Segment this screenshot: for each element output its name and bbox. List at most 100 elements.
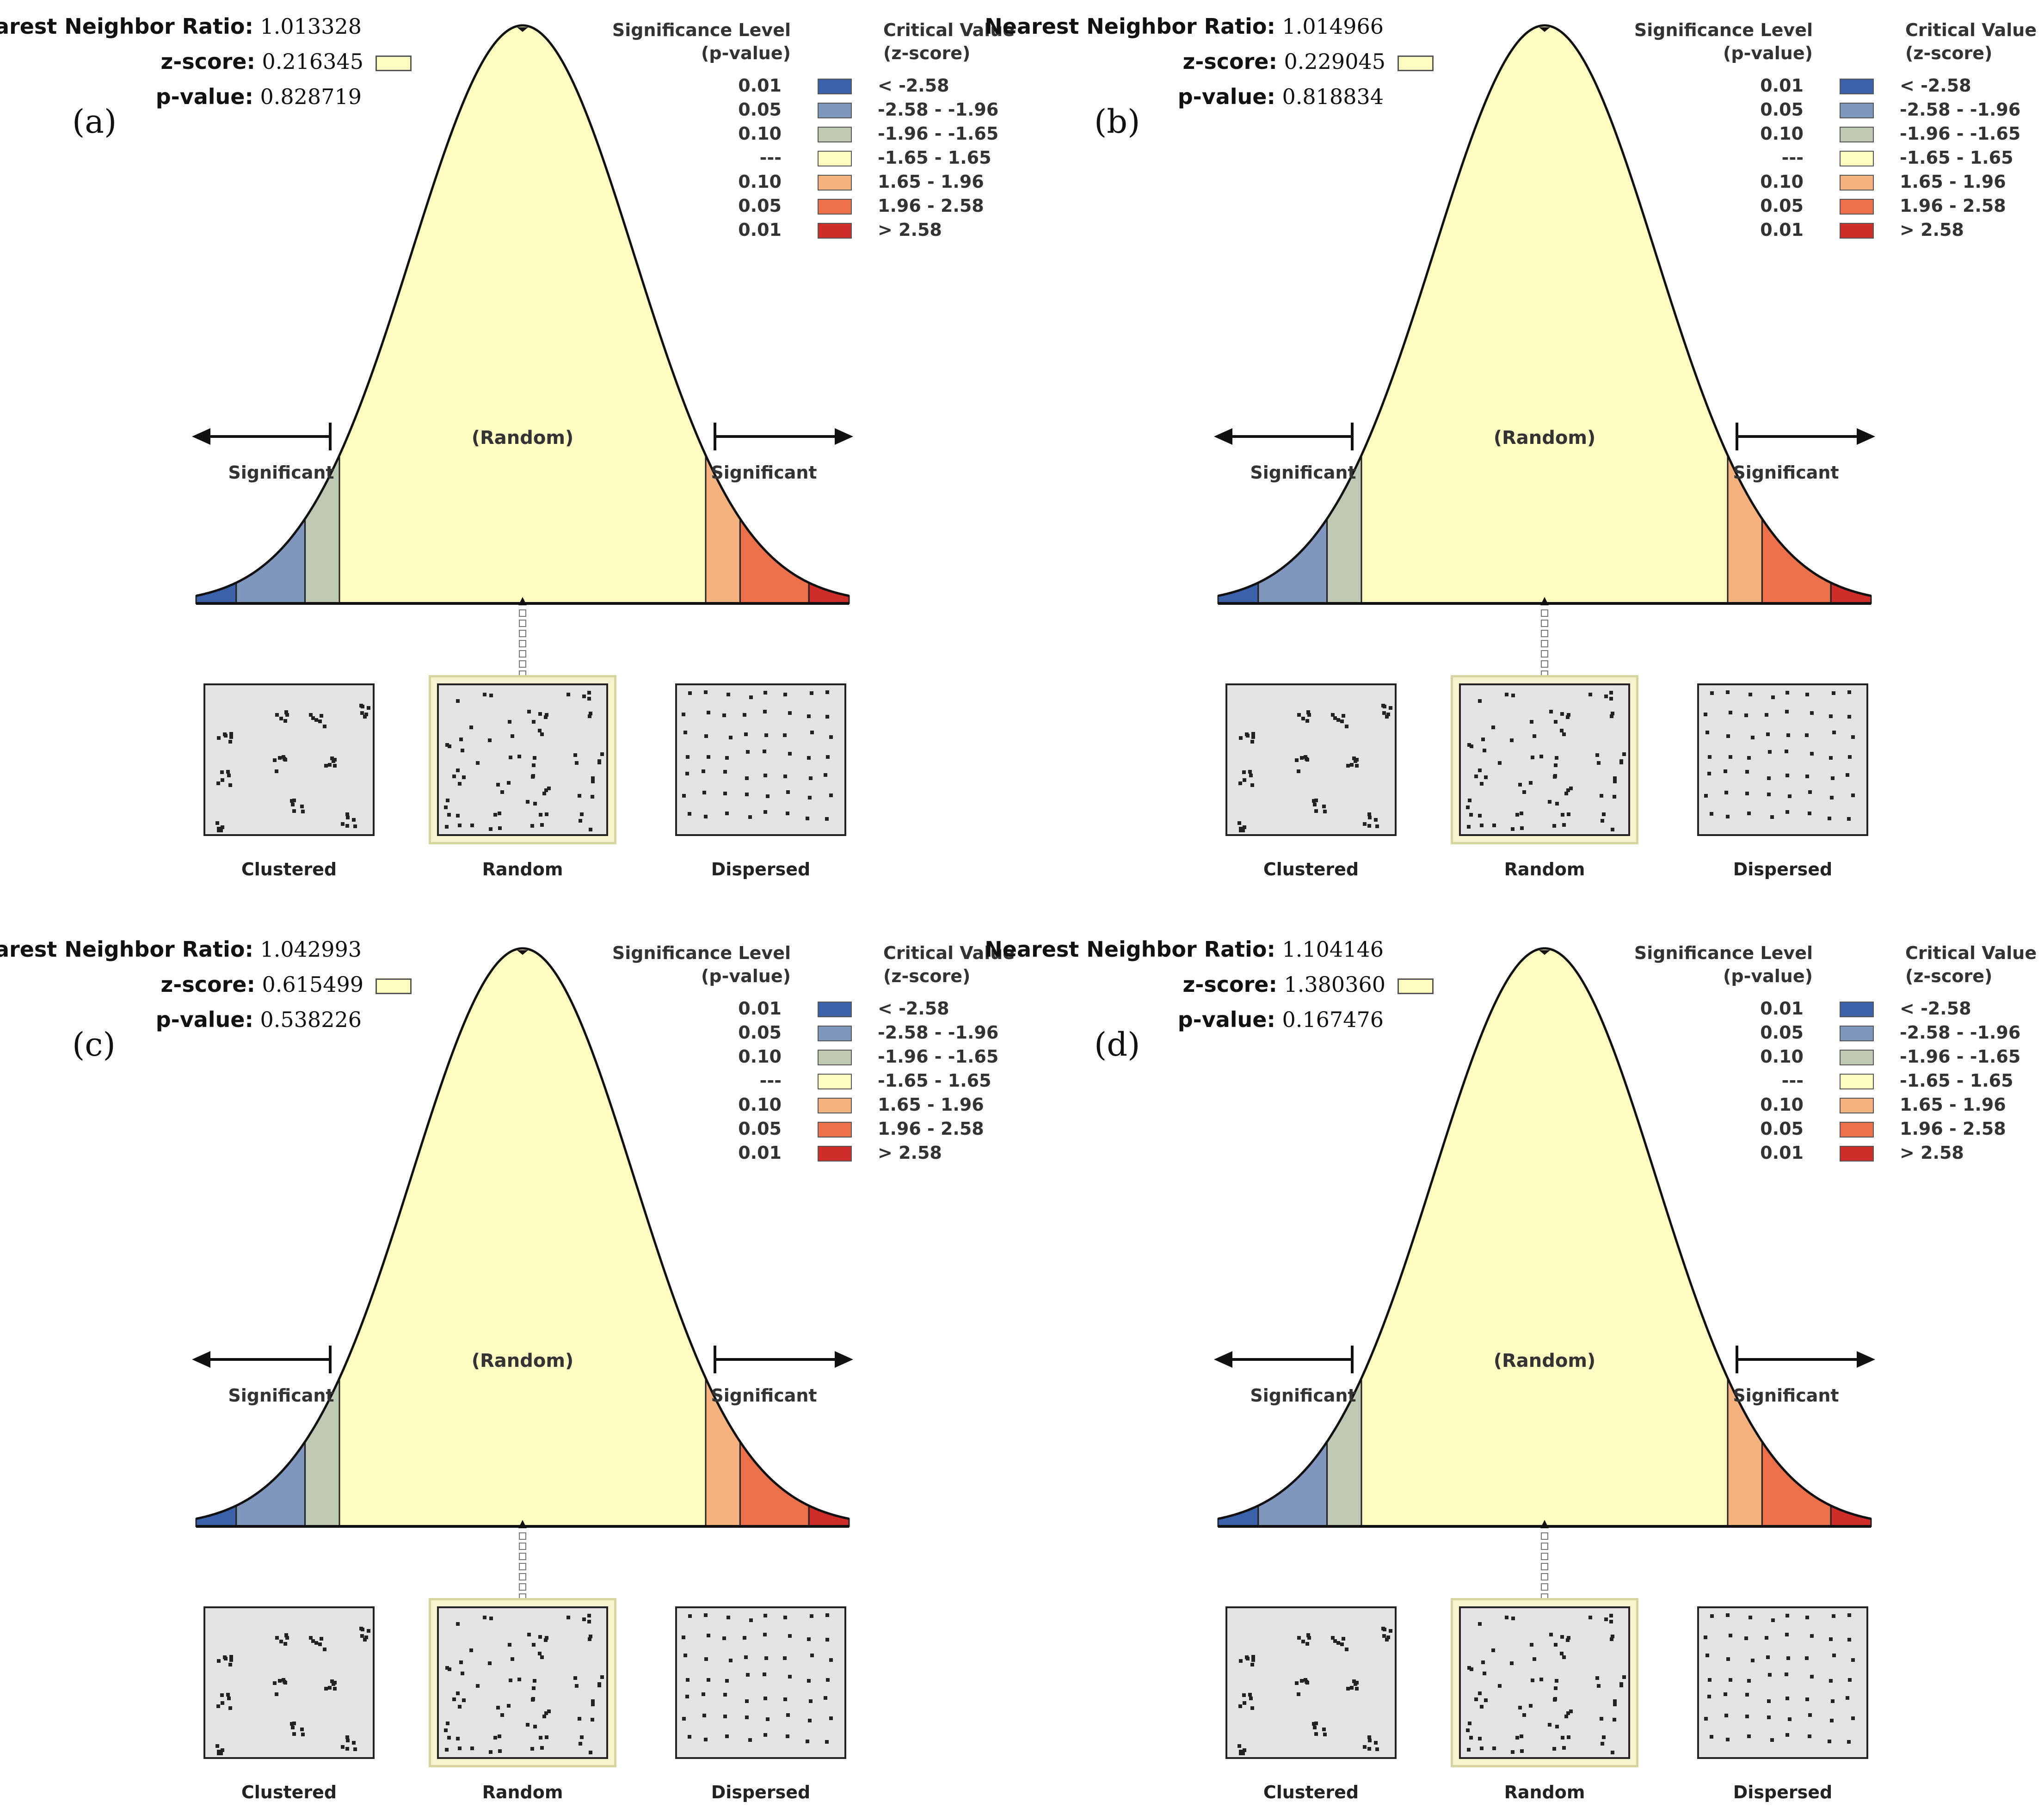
stat-value: 1.013328 bbox=[260, 14, 362, 39]
map-point bbox=[445, 743, 449, 747]
legend-row: 0.01 > 2.58 bbox=[1628, 218, 2044, 241]
map-point bbox=[445, 825, 449, 829]
map-point bbox=[1344, 1648, 1348, 1652]
legend-pvalue: 0.05 bbox=[1760, 196, 1804, 216]
map-point bbox=[1613, 1703, 1617, 1707]
legend-row: --- -1.65 - 1.65 bbox=[1628, 146, 2044, 169]
map-point bbox=[1354, 1687, 1359, 1691]
legend-zrange: > 2.58 bbox=[878, 1143, 942, 1163]
map-point bbox=[345, 1746, 349, 1751]
pattern-label-random: Random bbox=[482, 1782, 563, 1802]
map-point bbox=[1250, 739, 1255, 744]
legend-pvalue: 0.10 bbox=[1760, 1094, 1804, 1115]
map-point bbox=[452, 774, 456, 778]
map-point bbox=[579, 1735, 584, 1740]
map-point bbox=[1549, 710, 1553, 714]
map-point bbox=[330, 756, 334, 761]
map-point bbox=[493, 812, 498, 817]
random-zone-label: (Random) bbox=[1494, 427, 1596, 449]
map-point bbox=[745, 793, 749, 797]
map-point bbox=[469, 1648, 474, 1653]
legend-header-significance: Significance Level (p-value) bbox=[612, 943, 791, 986]
map-point bbox=[319, 714, 323, 718]
map-point bbox=[1553, 1697, 1557, 1702]
map-point bbox=[1492, 823, 1496, 827]
map-point bbox=[1530, 720, 1534, 724]
legend-header-critical: Critical Value (z-score) bbox=[1905, 943, 2037, 986]
map-point bbox=[1566, 812, 1570, 816]
map-point bbox=[327, 763, 332, 767]
map-point bbox=[1847, 1638, 1852, 1642]
map-point bbox=[530, 1746, 534, 1751]
map-point bbox=[1497, 761, 1502, 765]
map-point bbox=[1745, 770, 1749, 774]
map-point bbox=[216, 781, 220, 786]
map-point bbox=[363, 1638, 367, 1642]
significant-left-arrow bbox=[1214, 423, 1354, 450]
map-point bbox=[1249, 1696, 1253, 1700]
map-point bbox=[1312, 802, 1317, 806]
map-point bbox=[1726, 1737, 1730, 1741]
map-point bbox=[1596, 761, 1601, 765]
map-point bbox=[308, 713, 313, 717]
map-point bbox=[723, 770, 727, 774]
map-point bbox=[1613, 776, 1617, 781]
map-point bbox=[475, 761, 480, 765]
legend-zrange: 1.65 - 1.96 bbox=[878, 172, 984, 192]
map-point bbox=[470, 1746, 474, 1750]
map-point bbox=[808, 1699, 813, 1703]
map-point bbox=[533, 756, 537, 760]
map-point bbox=[706, 755, 710, 759]
legend-swatch bbox=[818, 127, 852, 142]
map-point bbox=[1381, 704, 1385, 708]
connector-dot bbox=[1541, 630, 1548, 637]
map-point bbox=[1518, 783, 1522, 787]
map-point bbox=[1478, 814, 1482, 818]
map-point bbox=[1368, 1738, 1372, 1742]
map-point bbox=[283, 756, 287, 761]
map-point bbox=[808, 776, 813, 781]
map-point bbox=[1785, 773, 1790, 777]
map-point bbox=[825, 817, 829, 821]
map-point bbox=[332, 1682, 336, 1686]
map-point bbox=[1349, 763, 1354, 767]
map-point bbox=[1469, 1667, 1473, 1671]
map-point bbox=[229, 1655, 234, 1659]
map-point bbox=[685, 771, 690, 775]
map-point bbox=[587, 696, 591, 701]
connector-dot bbox=[519, 640, 526, 647]
map-point bbox=[1569, 786, 1573, 790]
map-point bbox=[1520, 1749, 1524, 1753]
map-point bbox=[1547, 1722, 1551, 1727]
map-point bbox=[829, 1658, 833, 1662]
map-point bbox=[1465, 805, 1470, 809]
pattern-label-random: Random bbox=[1504, 859, 1585, 879]
map-point bbox=[1619, 1684, 1624, 1688]
map-point bbox=[1330, 1636, 1335, 1640]
map-point bbox=[744, 1655, 748, 1660]
map-point bbox=[1805, 733, 1809, 738]
legend-pvalue: 0.01 bbox=[1760, 1143, 1804, 1163]
map-point bbox=[346, 1738, 350, 1742]
map-point bbox=[825, 690, 829, 695]
map-point bbox=[489, 827, 493, 831]
map-point bbox=[1785, 690, 1789, 695]
connector-dot bbox=[1541, 1532, 1548, 1540]
map-point bbox=[531, 719, 536, 724]
legend: Significance Level (p-value) Critical Val… bbox=[606, 18, 1022, 259]
map-point bbox=[517, 1678, 522, 1682]
pattern-label-dispersed: Dispersed bbox=[711, 1782, 811, 1802]
map-point bbox=[489, 1616, 493, 1620]
map-point bbox=[542, 1714, 546, 1718]
map-point bbox=[1469, 813, 1473, 817]
stat-value: 1.042993 bbox=[260, 937, 362, 962]
connector-dot bbox=[519, 650, 526, 658]
map-point bbox=[722, 713, 726, 717]
map-point bbox=[507, 1703, 511, 1708]
map-point bbox=[1748, 1616, 1752, 1620]
map-point bbox=[807, 1637, 811, 1641]
map-point bbox=[1810, 751, 1814, 756]
curve-region bbox=[339, 25, 707, 604]
map-point bbox=[497, 812, 501, 816]
map-point bbox=[1848, 755, 1852, 759]
